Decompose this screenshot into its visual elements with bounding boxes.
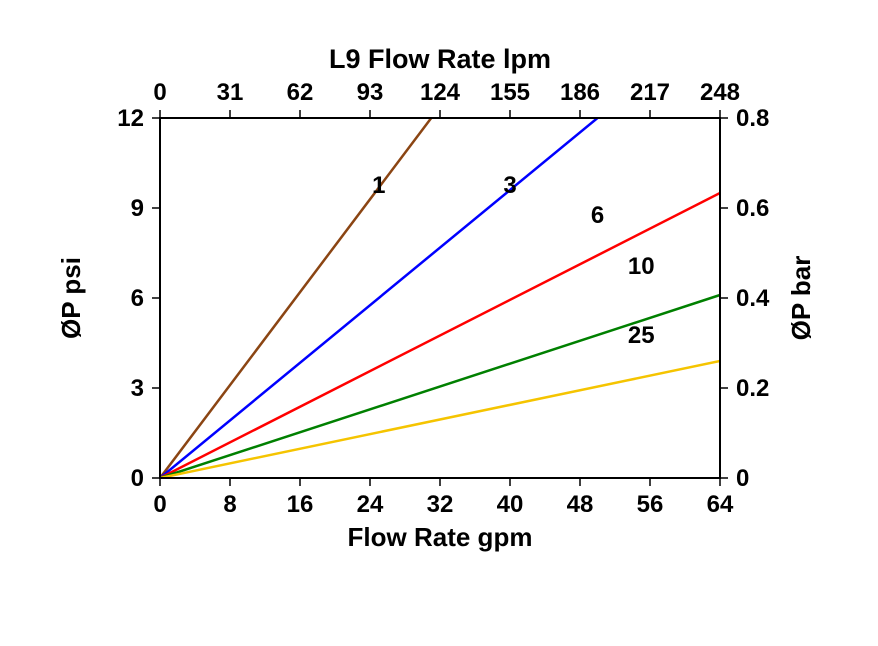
series-label-25: 25 [628, 322, 655, 349]
x-top-tick-label: 186 [560, 79, 600, 106]
y-left-label: ØP psi [56, 257, 86, 339]
x-bottom-tick-label: 56 [637, 491, 664, 518]
series-label-3: 3 [503, 172, 516, 199]
x-bottom-label: Flow Rate gpm [348, 522, 533, 552]
y-left-tick-label: 6 [131, 285, 144, 312]
x-bottom-tick-label: 48 [567, 491, 594, 518]
x-bottom-tick-label: 8 [223, 491, 236, 518]
x-bottom-tick-label: 0 [153, 491, 166, 518]
y-right-label: ØP bar [786, 256, 816, 341]
x-bottom-tick-label: 64 [707, 491, 734, 518]
y-right-tick-label: 0.8 [736, 105, 769, 132]
x-top-tick-label: 248 [700, 79, 740, 106]
y-right-tick-label: 0.6 [736, 195, 769, 222]
x-top-tick-label: 155 [490, 79, 530, 106]
x-top-tick-label: 217 [630, 79, 670, 106]
x-bottom-tick-label: 24 [357, 491, 384, 518]
x-bottom-tick-label: 16 [287, 491, 314, 518]
y-left-tick-label: 0 [131, 465, 144, 492]
x-top-tick-label: 124 [420, 79, 461, 106]
y-right-tick-label: 0 [736, 465, 749, 492]
y-left-tick-label: 9 [131, 195, 144, 222]
x-bottom-tick-label: 32 [427, 491, 454, 518]
x-top-tick-label: 31 [217, 79, 244, 106]
y-right-tick-label: 0.4 [736, 285, 770, 312]
chart-svg: 0816243240485664031629312415518621724803… [0, 0, 878, 646]
series-label-1: 1 [372, 172, 385, 199]
y-right-tick-label: 0.2 [736, 375, 769, 402]
y-left-tick-label: 12 [117, 105, 144, 132]
chart-title-top: L9 Flow Rate lpm [329, 44, 551, 74]
pressure-flow-chart: 0816243240485664031629312415518621724803… [0, 0, 878, 646]
x-bottom-tick-label: 40 [497, 491, 524, 518]
y-left-tick-label: 3 [131, 375, 144, 402]
series-label-10: 10 [628, 253, 655, 280]
series-label-6: 6 [591, 202, 604, 229]
x-top-tick-label: 62 [287, 79, 314, 106]
x-top-tick-label: 0 [153, 79, 166, 106]
x-top-tick-label: 93 [357, 79, 384, 106]
